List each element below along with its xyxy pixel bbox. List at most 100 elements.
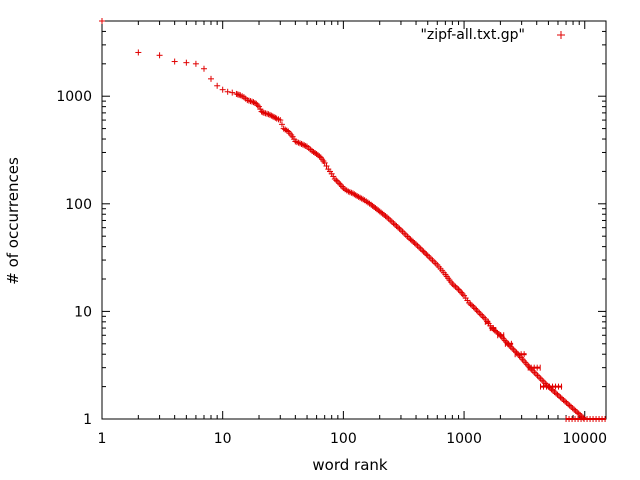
data-point — [414, 242, 421, 249]
legend: "zipf-all.txt.gp" — [420, 27, 565, 43]
data-point — [219, 86, 226, 93]
data-point — [259, 109, 266, 116]
data-point — [510, 346, 517, 353]
x-tick-label: 1 — [98, 431, 107, 447]
data-point — [200, 65, 207, 72]
data-point — [536, 374, 543, 381]
data-point — [532, 370, 539, 377]
data-point — [265, 111, 272, 118]
data-point — [271, 114, 278, 121]
data-point — [426, 254, 433, 261]
data-point — [382, 213, 389, 220]
data-point — [266, 111, 273, 118]
y-tick-label: 10 — [74, 304, 92, 320]
data-point — [480, 314, 487, 321]
data-point — [453, 285, 460, 292]
data-point — [272, 114, 279, 121]
data-point — [456, 287, 463, 294]
data-point — [450, 282, 457, 289]
data-point — [574, 409, 581, 416]
data-point — [316, 153, 323, 160]
data-point — [477, 311, 484, 318]
data-point — [421, 249, 428, 256]
data-point — [467, 301, 474, 308]
y-axis-label: # of occurrences — [4, 157, 22, 285]
data-point — [474, 308, 481, 315]
data-point — [566, 402, 573, 409]
data-point — [183, 59, 190, 66]
data-point — [268, 112, 275, 119]
data-point — [569, 405, 576, 412]
data-point — [458, 289, 465, 296]
data-point — [551, 389, 558, 396]
data-point — [556, 393, 563, 400]
data-point — [333, 177, 340, 184]
data-point — [269, 113, 276, 120]
data-point — [575, 410, 582, 417]
data-point — [565, 401, 572, 408]
data-point — [277, 117, 284, 124]
data-point — [391, 221, 398, 228]
data-point — [301, 142, 308, 149]
data-point — [469, 302, 476, 309]
data-point — [432, 260, 439, 267]
data-point — [479, 312, 486, 319]
data-point — [299, 141, 306, 148]
y-axis-ticks: 1 10 100 1000 — [56, 20, 606, 428]
data-point — [336, 180, 343, 187]
data-point — [455, 286, 462, 293]
data-point — [534, 372, 541, 379]
data-point — [411, 240, 418, 247]
x-axis-ticks: 1 10 100 1000 10000 — [98, 21, 607, 447]
data-point — [156, 52, 163, 59]
data-point — [562, 398, 569, 405]
data-point — [135, 49, 142, 56]
data-point — [417, 245, 424, 252]
data-point — [472, 305, 479, 312]
data-point — [334, 178, 341, 185]
data-point — [253, 100, 260, 107]
data-point — [563, 399, 570, 406]
data-point — [431, 258, 438, 265]
y-tick-label: 1 — [83, 412, 92, 428]
x-tick-label: 10 — [214, 431, 232, 447]
legend-label: "zipf-all.txt.gp" — [420, 27, 525, 43]
data-point — [473, 306, 480, 313]
data-point — [427, 255, 434, 262]
data-point — [420, 248, 427, 255]
data-point — [331, 176, 338, 183]
data-point — [423, 251, 430, 258]
data-point — [192, 60, 199, 67]
data-point — [509, 345, 516, 352]
data-point — [452, 283, 459, 290]
data-point — [396, 225, 403, 232]
x-tick-label: 10000 — [562, 431, 607, 447]
data-point — [321, 159, 328, 166]
data-point — [470, 303, 477, 310]
data-point — [559, 395, 566, 402]
data-point — [429, 257, 436, 264]
data-point — [394, 224, 401, 231]
data-point — [214, 82, 221, 89]
data-point — [554, 391, 561, 398]
data-point — [393, 222, 400, 229]
data-point — [229, 89, 236, 96]
y-tick-label: 1000 — [56, 89, 92, 105]
x-tick-label: 100 — [330, 431, 357, 447]
data-point — [247, 98, 254, 105]
data-point — [298, 140, 305, 147]
data-point — [537, 375, 544, 382]
data-point — [171, 58, 178, 65]
data-point — [572, 407, 579, 414]
data-point — [552, 390, 559, 397]
data-point — [254, 102, 261, 109]
data-point — [539, 377, 546, 384]
data-point — [248, 98, 255, 105]
data-point — [459, 291, 466, 298]
plot-frame — [101, 20, 607, 420]
data-point — [571, 406, 578, 413]
data-point — [568, 403, 575, 410]
data-point — [302, 142, 309, 149]
x-tick-label: 1000 — [446, 431, 482, 447]
